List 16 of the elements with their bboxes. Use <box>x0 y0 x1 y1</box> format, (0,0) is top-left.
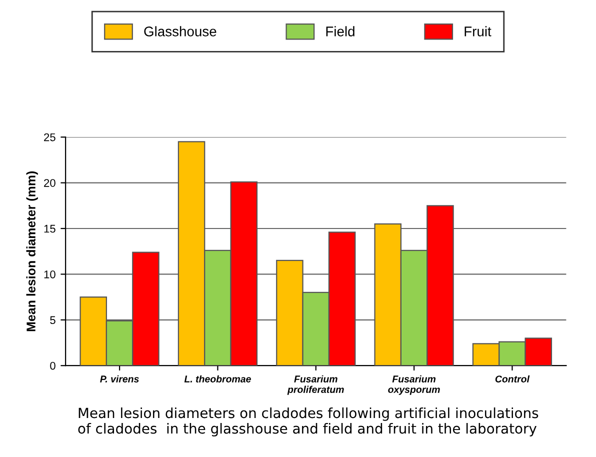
y-axis-title: Mean lesion diameter (mm) <box>26 171 38 332</box>
legend-label: Fruit <box>464 26 492 36</box>
y-tick-label: 10 <box>44 270 56 278</box>
y-tick-label: 0 <box>50 362 56 370</box>
x-tick-label: P. virens <box>100 375 139 382</box>
y-tick-label: 20 <box>44 179 56 187</box>
y-tick-label: 25 <box>44 133 56 142</box>
text: Mean lesion diameters on cladodes following artificial inoculations of cladodes in the glasshouse and field and fruit in the laboratory <box>78 407 538 436</box>
legend-label: Field <box>326 26 354 36</box>
y-tick-label: 5 <box>50 316 56 324</box>
x-tick-label: Fusarium proliferatum <box>287 375 344 395</box>
x-tick-label: L. theobromae <box>184 375 251 382</box>
y-tick-label: 15 <box>44 224 56 233</box>
x-tick-label: Fusarium oxysporum <box>388 375 440 395</box>
legend-label: Glasshouse <box>144 26 216 36</box>
x-tick-label: Control <box>495 375 530 382</box>
